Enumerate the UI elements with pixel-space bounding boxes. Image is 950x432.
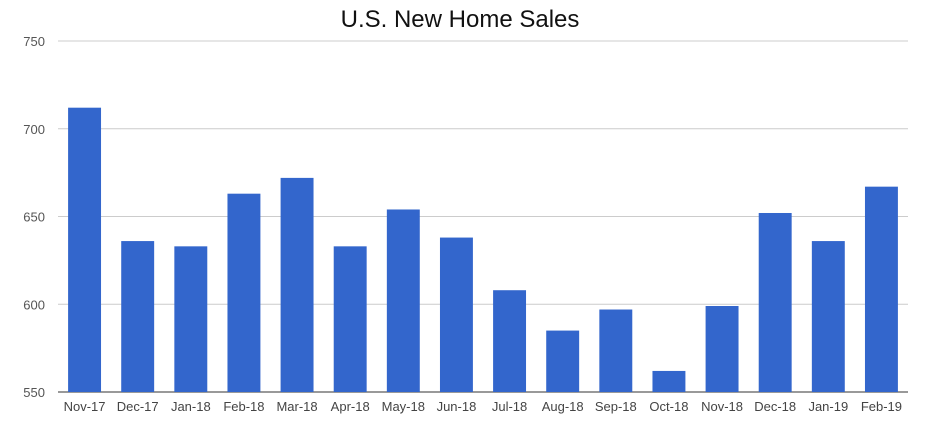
bar-feb-19 [864,186,898,392]
x-tick-label: Jun-18 [437,399,477,414]
bar-oct-18 [652,370,686,392]
x-axis: Nov-17 Dec-17 Jan-18 Feb-18 Mar-18 Apr-18 May-… [64,399,902,414]
y-tick-label: 600 [23,297,45,312]
chart-title: U.S. New Home Sales [340,6,580,33]
bar-apr-18 [333,246,367,392]
x-tick-label: Oct-18 [649,399,688,414]
x-tick-label: Dec-18 [754,399,796,414]
x-tick-label: Nov-18 [701,399,743,414]
y-tick-label: 700 [23,122,45,137]
y-tick-label: 550 [23,385,45,400]
y-axis: 550 600 650 700 750 [23,34,45,400]
x-tick-label: Dec-17 [117,399,159,414]
bars [68,107,898,392]
bar-nov-17 [68,107,102,392]
x-tick-label: Jan-19 [808,399,848,414]
bar-sep-18 [599,309,633,392]
bar-nov-18 [705,306,739,392]
y-tick-label: 650 [23,210,45,225]
x-tick-label: May-18 [382,399,425,414]
x-tick-label: Nov-17 [64,399,106,414]
bar-feb-18 [227,193,261,392]
x-tick-label: Aug-18 [542,399,584,414]
x-tick-label: Feb-18 [223,399,264,414]
x-tick-label: Feb-19 [861,399,902,414]
bar-jun-18 [439,237,473,392]
bar-dec-18 [758,212,792,392]
bar-mar-18 [280,177,314,392]
x-tick-label: Jan-18 [171,399,211,414]
y-tick-label: 750 [23,34,45,49]
bar-may-18 [386,209,420,392]
bar-aug-18 [546,330,580,392]
x-tick-label: Mar-18 [276,399,317,414]
bar-jul-18 [493,290,527,392]
bar-jan-18 [174,246,208,392]
bar-dec-17 [121,241,155,392]
x-tick-label: Sep-18 [595,399,637,414]
x-tick-label: Apr-18 [331,399,370,414]
x-tick-label: Jul-18 [492,399,527,414]
bar-jan-19 [811,241,845,392]
